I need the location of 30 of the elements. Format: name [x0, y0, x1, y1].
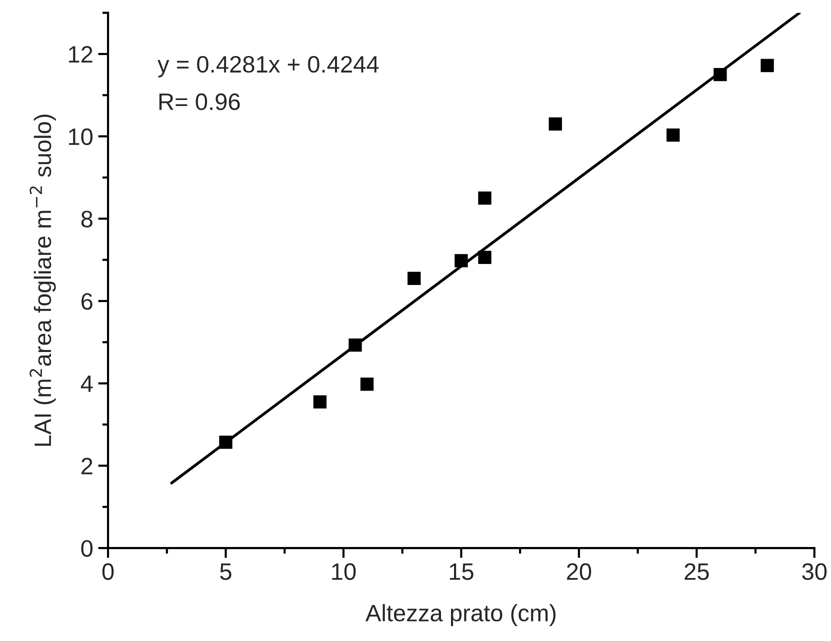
- y-tick-label: 6: [82, 293, 92, 310]
- point: [478, 250, 492, 264]
- y-tick-label: 2: [82, 458, 92, 474]
- x-tick-label: 20: [566, 563, 592, 580]
- x-axis-title: Altezza prato (cm): [365, 604, 556, 626]
- y-tick-label: 10: [68, 128, 93, 146]
- annotation: y = 0.4281x + 0.4244: [158, 56, 379, 78]
- x-tick-label: 25: [684, 563, 709, 580]
- x-tick-label: 5: [220, 564, 232, 580]
- point: [760, 58, 774, 72]
- point: [219, 436, 232, 449]
- y-tick-label: 8: [81, 210, 92, 228]
- x-tick-label: 10: [332, 563, 356, 580]
- annotation: R= 0.96: [159, 93, 240, 110]
- point: [313, 395, 327, 408]
- point: [408, 272, 421, 285]
- point: [478, 192, 492, 205]
- y-tick-label: 12: [68, 46, 92, 63]
- x-tick-label: 15: [450, 564, 474, 580]
- point: [714, 68, 727, 82]
- point: [360, 378, 374, 391]
- point: [666, 128, 680, 142]
- x-tick-label: 30: [802, 563, 827, 580]
- y-axis-title: LAI (m$^{2}$area fogliare m$^{−2}$ suolo): [30, 114, 56, 446]
- y-tick-label: 0: [81, 540, 93, 557]
- x-tick-label: 0: [102, 563, 114, 580]
- point: [348, 338, 362, 352]
- y-tick-label: 4: [80, 376, 93, 392]
- point: [454, 254, 468, 268]
- point: [548, 117, 562, 131]
